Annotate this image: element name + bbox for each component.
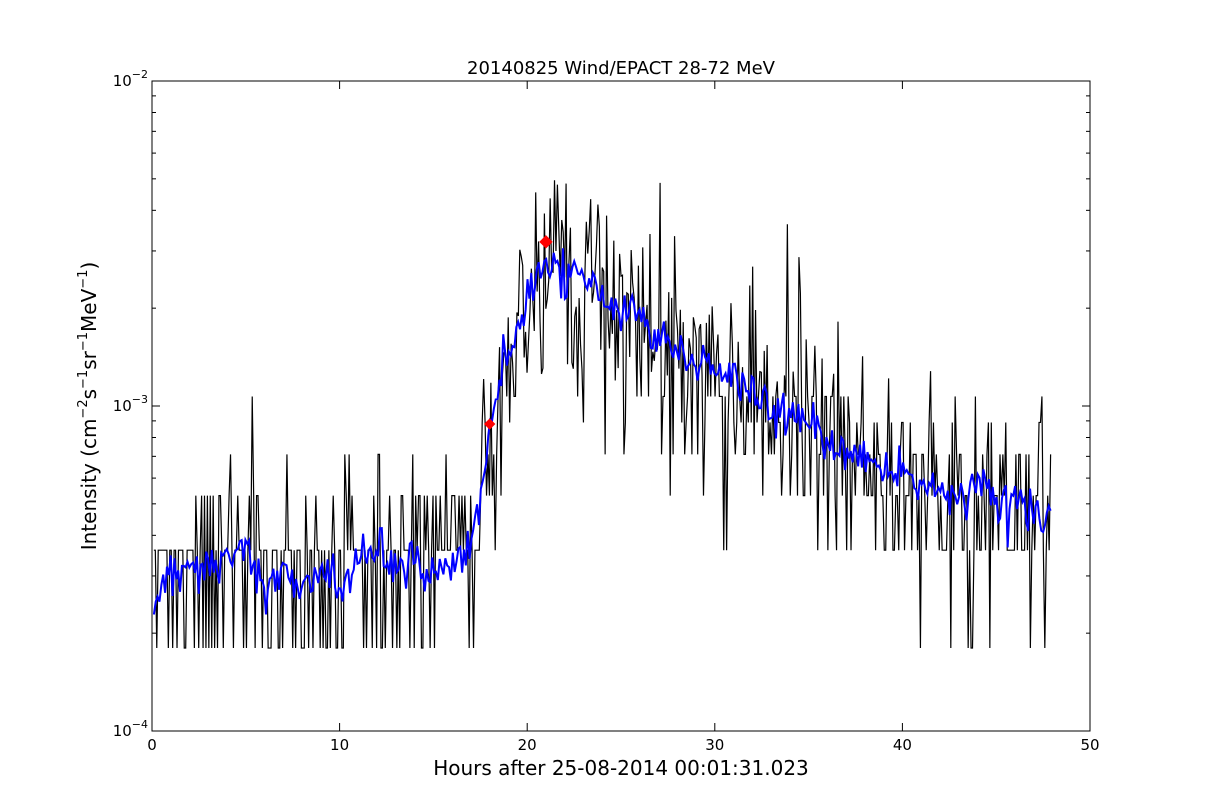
y-tick-label: 10−4 xyxy=(113,718,148,740)
y-tick-label: 10−2 xyxy=(113,68,148,90)
y-tick-label: 10−3 xyxy=(113,393,148,415)
x-axis-label: Hours after 25-08-2014 00:01:31.023 xyxy=(433,756,809,780)
plot-marks xyxy=(152,180,1052,649)
chart-title: 20140825 Wind/EPACT 28-72 MeV xyxy=(467,58,776,79)
marker-point xyxy=(539,235,553,249)
y-axis-label: Intensity (cm−2s−1sr−1MeV−1) xyxy=(76,262,101,551)
x-tick-label: 30 xyxy=(705,736,724,754)
marker-point xyxy=(483,418,496,430)
x-tick-label: 40 xyxy=(893,736,912,754)
x-tick-label: 50 xyxy=(1080,736,1099,754)
raw-intensity-line xyxy=(153,180,1052,649)
x-tick-label: 10 xyxy=(330,736,349,754)
smoothed-intensity-line xyxy=(152,248,1052,615)
x-tick-label: 0 xyxy=(147,736,157,754)
x-tick-label: 20 xyxy=(518,736,537,754)
ticks: 0 10 20 30 40 50 10−4 10−3 10−2 xyxy=(113,68,1100,754)
